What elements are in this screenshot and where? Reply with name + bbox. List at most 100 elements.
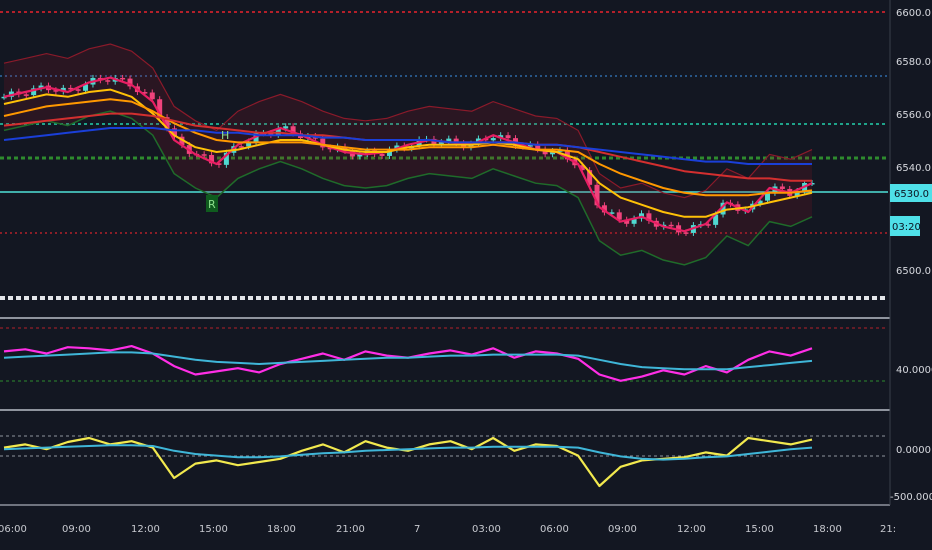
- candle-body: [794, 190, 800, 196]
- candle-body: [201, 154, 207, 156]
- osc2-tick-label: -500.0000: [890, 492, 932, 503]
- candle-body: [542, 149, 548, 155]
- price-tick-label: 6580.0: [896, 57, 931, 68]
- oscillator-1-series-line: [3, 345, 813, 382]
- candle-body: [171, 128, 177, 137]
- time-tick-label: 15:00: [745, 524, 774, 535]
- time-tick-label: 09:00: [608, 524, 637, 535]
- time-axis[interactable]: 06:00 09:00 12:00 15:00 18:00 21:00 7 03…: [0, 524, 896, 535]
- candle-body: [83, 84, 89, 91]
- candle-body: [386, 149, 392, 156]
- candle-body: [179, 136, 185, 146]
- oscillator-1-lines: [3, 345, 813, 382]
- time-tick-label: 06:00: [540, 524, 569, 535]
- candle-body: [209, 154, 215, 164]
- time-tick-label: 03:00: [472, 524, 501, 535]
- time-tick-label: 12:00: [677, 524, 706, 535]
- osc2-tick-label: 0.0000: [896, 445, 931, 456]
- candle-body: [668, 224, 674, 227]
- price-tick-label: 6600.0: [896, 8, 931, 19]
- candle-body: [438, 142, 444, 144]
- candle-body: [268, 133, 274, 135]
- time-tick-label: 21:00: [336, 524, 365, 535]
- price-bands: [3, 43, 813, 266]
- candle-body: [594, 184, 600, 206]
- candle-body: [550, 151, 556, 155]
- last-price-tag: [890, 184, 932, 202]
- candle-body: [765, 192, 771, 201]
- candle-body: [357, 154, 363, 157]
- candle-body: [238, 146, 244, 148]
- candle-body: [23, 94, 29, 96]
- lower-band-line: [3, 110, 813, 266]
- candle-body: [149, 92, 155, 100]
- marker-h: H: [221, 129, 229, 142]
- candle-body: [527, 144, 533, 147]
- candle-body: [379, 153, 385, 156]
- time-tick-label: 15:00: [199, 524, 228, 535]
- time-tick-label: 18:00: [267, 524, 296, 535]
- candle-body: [646, 213, 652, 221]
- candle-body: [320, 138, 326, 148]
- candle-body: [275, 128, 281, 135]
- marker-r: R: [206, 195, 218, 212]
- bar-countdown-tag: [890, 216, 920, 236]
- svg-text:H: H: [221, 129, 229, 142]
- price-series-line: [3, 98, 813, 197]
- candle-body: [31, 88, 37, 96]
- time-tick-label: 18:00: [813, 524, 842, 535]
- oscillator-2-series-line: [3, 444, 813, 461]
- candle-body: [631, 218, 637, 224]
- svg-text:03:20: 03:20: [892, 222, 921, 233]
- candle-body: [713, 214, 719, 225]
- price-tick-label: 6540.0: [896, 163, 931, 174]
- candle-body: [779, 186, 785, 189]
- time-tick-label: 09:00: [62, 524, 91, 535]
- candle-body: [535, 144, 541, 150]
- candle-body: [683, 232, 689, 234]
- upper-band-line: [3, 43, 813, 199]
- candle-body: [624, 219, 630, 224]
- candle-body: [127, 78, 133, 87]
- price-axis[interactable]: 6600.0 6580.0 6560.0 6540.0 6500.0 6530.…: [890, 8, 932, 503]
- candle-body: [705, 224, 711, 226]
- candle-body: [720, 202, 726, 215]
- candle-body: [609, 212, 615, 214]
- candle-body: [290, 126, 296, 134]
- candle-body: [1, 96, 7, 99]
- candle-body: [68, 87, 74, 90]
- candle-body: [157, 99, 163, 118]
- candle-body: [216, 163, 222, 165]
- candle-body: [105, 80, 111, 82]
- candle-body: [601, 205, 607, 213]
- candle-body: [120, 77, 126, 80]
- time-tick-label: 7: [414, 524, 420, 535]
- svg-text:R: R: [208, 198, 216, 211]
- price-tick-label: 6560.0: [896, 110, 931, 121]
- time-tick-label: 12:00: [131, 524, 160, 535]
- candle-body: [246, 141, 252, 147]
- candle-body: [223, 152, 229, 165]
- svg-text:6530.0: 6530.0: [894, 189, 929, 200]
- price-series-line: [3, 88, 813, 218]
- candle-body: [283, 126, 289, 129]
- candle-body: [587, 170, 593, 185]
- oscillator-1-series-line: [3, 351, 813, 371]
- upper-band-fill: [4, 44, 812, 265]
- candle-body: [60, 87, 66, 92]
- moving-average-lines: [3, 76, 813, 233]
- time-tick-label: 21:: [880, 524, 896, 535]
- price-series-line: [3, 127, 812, 165]
- candle-body: [505, 135, 511, 139]
- candle-body: [616, 212, 622, 220]
- oscillator-2-lines: [3, 436, 813, 488]
- osc1-tick-label: 40.0000: [896, 365, 932, 376]
- time-tick-label: 06:00: [0, 524, 27, 535]
- candle-body: [579, 165, 585, 171]
- candle-body: [75, 89, 81, 91]
- candle-body: [142, 92, 148, 94]
- price-series-line: [3, 76, 813, 233]
- price-tick-label: 6500.0: [896, 266, 931, 277]
- candle-body: [557, 150, 563, 152]
